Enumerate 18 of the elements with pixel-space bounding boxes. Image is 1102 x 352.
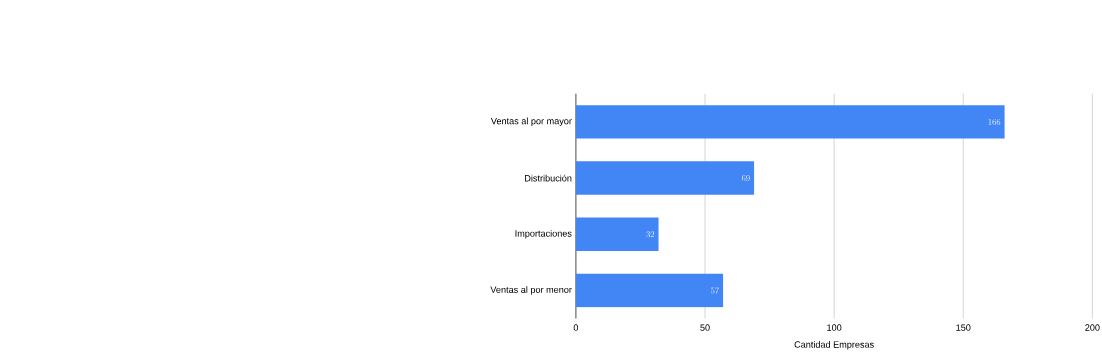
y-tick-label: Importaciones	[515, 230, 572, 239]
data-label: 69	[741, 175, 750, 182]
data-label: 32	[646, 231, 655, 238]
y-tick-label: Distribución	[525, 174, 572, 182]
y-tick-label: Ventas al por mayor	[490, 117, 572, 127]
x-tick-label: 0	[573, 324, 579, 332]
x-tick-label: 50	[700, 324, 710, 332]
x-tick-label: 200	[1085, 324, 1100, 332]
data-label: 166	[988, 119, 1001, 126]
bar	[575, 273, 724, 308]
bar	[575, 105, 1005, 139]
bar	[575, 161, 755, 195]
data-label: 57	[711, 287, 719, 294]
x-tick-label: 150	[956, 324, 971, 332]
bar	[575, 217, 659, 252]
x-tick-label: 100	[827, 324, 842, 332]
x-axis-title: Cantidad Empresas	[794, 341, 874, 350]
y-tick-label: Ventas al por menor	[490, 286, 572, 295]
